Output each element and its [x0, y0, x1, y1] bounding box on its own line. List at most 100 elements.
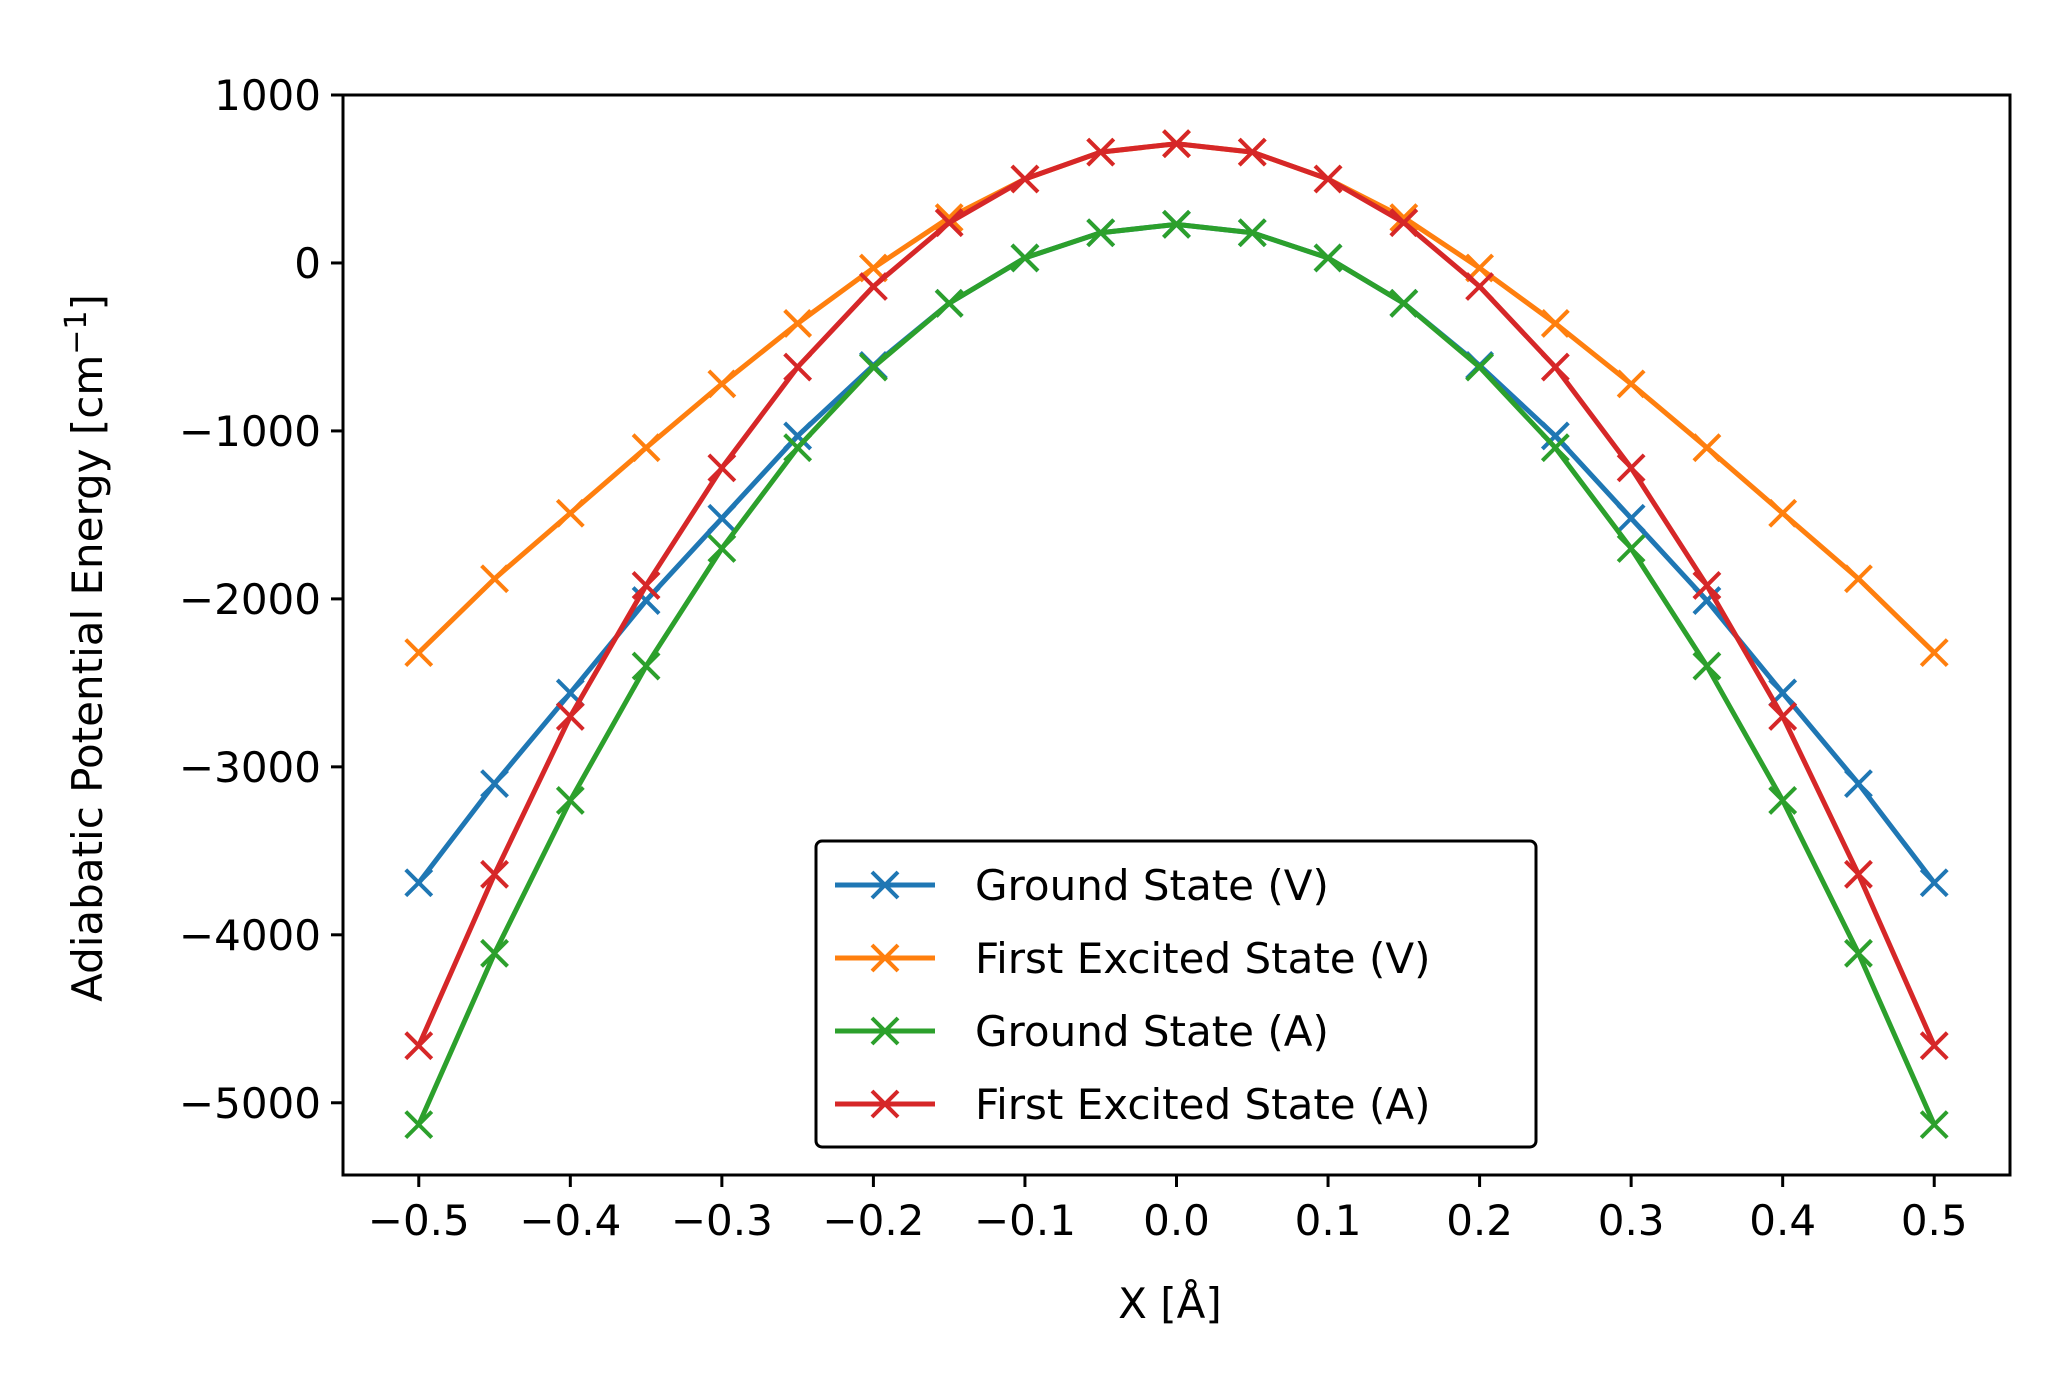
x-axis: −0.5 −0.4 −0.3 −0.2 −0.1 0.0 0.1 0.2 0.3 0.4 0.5	[368, 1175, 1968, 1245]
data-point	[631, 433, 661, 463]
legend-marker	[870, 870, 900, 900]
data-point	[480, 938, 509, 968]
data-point	[1313, 243, 1343, 273]
data-point	[1844, 938, 1873, 968]
legend-marker	[870, 943, 900, 973]
y-axis-label-end: ]	[63, 294, 112, 310]
data-point	[783, 433, 813, 463]
data-point	[1616, 503, 1646, 533]
x-tick-label: 0.2	[1446, 1196, 1513, 1245]
data-point	[1465, 352, 1495, 382]
data-point	[555, 702, 585, 731]
y-tick-label: −1000	[179, 407, 321, 456]
data-point	[631, 651, 661, 681]
y-axis-label-text: Adiabatic Potential Energy [cm	[63, 355, 112, 1002]
data-point	[1692, 571, 1722, 600]
series-3	[404, 209, 1949, 1140]
y-tick-label: −3000	[179, 743, 321, 792]
data-point	[1010, 164, 1040, 194]
x-tick-label: −0.1	[974, 1196, 1076, 1245]
data-point	[707, 534, 737, 563]
data-point	[631, 571, 661, 600]
legend-item: Ground State (V)	[835, 861, 1329, 910]
x-axis-label: X [Å]	[1118, 1278, 1222, 1328]
data-point	[1616, 369, 1646, 399]
legend-label: Ground State (V)	[975, 861, 1329, 910]
legend-marker	[870, 1016, 900, 1046]
data-point	[1237, 137, 1267, 167]
legend-item: First Excited State (A)	[835, 1080, 1431, 1129]
y-axis-label-superscript: −1	[59, 310, 94, 354]
series-1	[404, 209, 1949, 898]
legend-marker	[870, 1089, 900, 1119]
legend-label: First Excited State (V)	[975, 934, 1431, 983]
legend-label: Ground State (A)	[975, 1007, 1329, 1056]
data-point	[480, 564, 509, 594]
data-point	[1162, 129, 1191, 159]
legend-item: First Excited State (V)	[835, 934, 1431, 983]
data-point	[1237, 218, 1267, 248]
data-point	[783, 421, 813, 451]
data-point	[1768, 786, 1798, 815]
data-point	[1616, 534, 1646, 563]
x-tick-label: 0.0	[1143, 1196, 1210, 1245]
data-point	[1844, 564, 1873, 594]
data-point	[404, 1031, 434, 1061]
data-point	[404, 1110, 434, 1140]
data-point	[1919, 638, 1949, 668]
data-point	[404, 638, 434, 668]
data-point	[1692, 651, 1722, 681]
data-point	[1086, 137, 1116, 167]
data-point	[783, 309, 813, 338]
data-point	[1540, 352, 1570, 382]
y-tick-label: −2000	[179, 575, 321, 624]
data-point	[1389, 288, 1419, 318]
data-point	[1844, 859, 1873, 889]
data-point	[555, 498, 585, 528]
x-tick-label: 0.3	[1598, 1196, 1665, 1245]
legend-item: Ground State (A)	[835, 1007, 1329, 1056]
data-point	[1540, 309, 1570, 338]
data-point	[1010, 243, 1040, 273]
x-tick-label: −0.4	[519, 1196, 621, 1245]
legend-box	[814, 839, 1538, 1149]
series-line	[417, 141, 1936, 655]
data-point	[1389, 208, 1419, 238]
series-line	[416, 221, 1937, 885]
data-point	[1919, 1031, 1949, 1061]
data-point	[707, 503, 737, 533]
data-point	[1086, 218, 1116, 248]
data-point	[1768, 498, 1798, 528]
data-point	[858, 272, 888, 301]
data-point	[1768, 702, 1798, 731]
data-point	[555, 786, 585, 815]
data-point	[1692, 433, 1722, 463]
data-point	[1389, 203, 1419, 233]
series-4	[404, 129, 1949, 1061]
x-axis-label-text: X [Å]	[1118, 1278, 1222, 1328]
data-point	[934, 208, 964, 238]
data-point	[707, 369, 737, 399]
x-tick-label: 0.4	[1749, 1196, 1816, 1245]
legend-label: First Excited State (A)	[975, 1080, 1431, 1129]
data-point	[783, 352, 813, 382]
data-point	[1616, 453, 1646, 483]
data-point	[1162, 209, 1191, 239]
y-axis-label: Adiabatic Potential Energy [cm−1]	[59, 294, 112, 1002]
data-point	[707, 453, 737, 483]
data-point	[1919, 868, 1949, 898]
data-point	[858, 352, 888, 382]
x-tick-label: −0.2	[822, 1196, 924, 1245]
x-tick-label: −0.3	[671, 1196, 773, 1245]
data-point	[934, 203, 964, 233]
plot-content	[404, 129, 1949, 1140]
data-point	[1465, 272, 1495, 301]
y-tick-label: 0	[294, 239, 321, 288]
x-tick-label: 0.1	[1295, 1196, 1362, 1245]
data-point	[1919, 1110, 1949, 1140]
data-point	[1540, 421, 1570, 451]
data-point	[1540, 433, 1570, 463]
y-tick-label: −5000	[179, 1079, 321, 1128]
data-point	[480, 769, 509, 799]
